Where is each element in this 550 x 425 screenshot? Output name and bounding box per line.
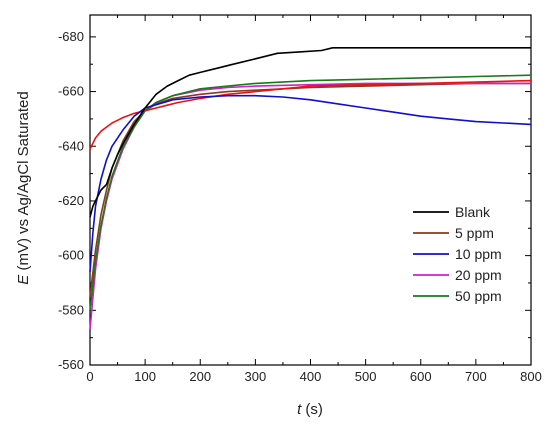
x-tick-label: 100 [134, 369, 156, 384]
series-line-5-ppm [89, 82, 531, 297]
y-tick-label: -580 [58, 302, 84, 317]
y-tick-label: -620 [58, 193, 84, 208]
series-line-red-unlabeled [89, 79, 532, 150]
y-tick-label: -660 [58, 84, 84, 99]
y-tick-label: -600 [58, 248, 84, 263]
x-tick-label: 700 [465, 369, 487, 384]
legend-label-10-ppm: 10 ppm [455, 246, 502, 262]
legend-layer: Blank 5 ppm 10 ppm 20 ppm 50 ppm [413, 204, 502, 304]
series-line-10-ppm [89, 94, 532, 273]
y-axis-title: E (mV) vs Ag/AgCl Saturated [15, 91, 32, 284]
x-tick-label: 500 [355, 369, 377, 384]
plot-frame [89, 14, 532, 366]
series-layer [89, 46, 532, 330]
legend-label-blank: Blank [455, 204, 491, 220]
series-line-50-ppm [89, 74, 532, 311]
legend-label-5-ppm: 5 ppm [455, 225, 494, 241]
y-axis-title-rest: (mV) vs Ag/AgCl Saturated [15, 91, 32, 274]
series-line-blank [89, 46, 531, 218]
legend-label-50-ppm: 50 ppm [455, 288, 502, 304]
x-axis-title-unit: (s) [301, 401, 323, 418]
y-tick-label: -640 [58, 138, 84, 153]
x-tick-label: 200 [189, 369, 211, 384]
y-axis-title-italic: E [15, 274, 32, 285]
legend-label-20-ppm: 20 ppm [455, 267, 502, 283]
x-tick-label: 0 [86, 369, 93, 384]
x-tick-label: 400 [300, 369, 322, 384]
y-tick-label: -560 [58, 357, 84, 372]
x-tick-label: 600 [410, 369, 432, 384]
axes-layer: 0 100 200 300 400 500 600 700 800 -560 -580 -600 -62… [58, 14, 542, 384]
x-tick-label: 300 [245, 369, 267, 384]
x-tick-label: 800 [520, 369, 542, 384]
y-tick-label: -680 [58, 29, 84, 44]
x-axis-title: t (s) [297, 401, 323, 418]
x-axis-title-italic: t [297, 401, 302, 418]
